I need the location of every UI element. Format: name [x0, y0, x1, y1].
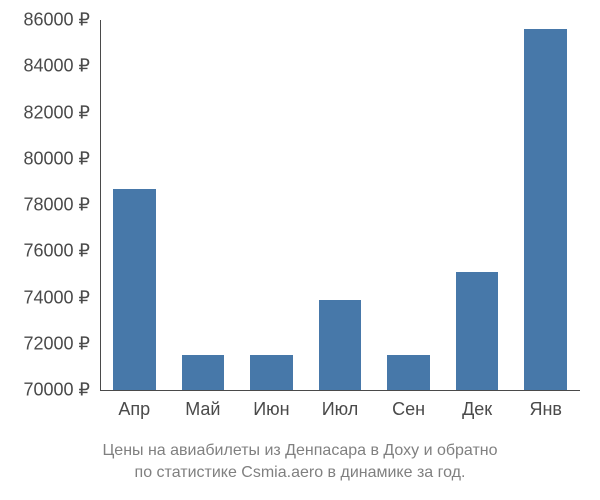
caption-line-2: по статистике Csmia.aero в динамике за г… [0, 462, 600, 484]
bar [524, 29, 567, 390]
caption-line-1: Цены на авиабилеты из Денпасара в Доху и… [0, 440, 600, 462]
x-tick-label: Июн [253, 399, 289, 420]
x-axis-line [100, 390, 580, 391]
x-tick-label: Дек [462, 399, 492, 420]
y-tick-label: 72000 ₽ [23, 333, 90, 354]
bar [182, 355, 225, 390]
y-tick-label: 86000 ₽ [23, 10, 90, 31]
x-tick-label: Янв [529, 399, 562, 420]
bar [456, 272, 499, 390]
y-tick-label: 84000 ₽ [23, 56, 90, 77]
y-tick-label: 80000 ₽ [23, 148, 90, 169]
x-tick-label: Апр [118, 399, 150, 420]
y-tick-label: 82000 ₽ [23, 102, 90, 123]
y-tick-label: 78000 ₽ [23, 195, 90, 216]
x-tick-label: Июл [322, 399, 359, 420]
bar [250, 355, 293, 390]
bar [113, 189, 156, 390]
y-tick-label: 70000 ₽ [23, 380, 90, 401]
plot-area [100, 20, 580, 390]
y-tick-label: 74000 ₽ [23, 287, 90, 308]
y-axis: 70000 ₽72000 ₽74000 ₽76000 ₽78000 ₽80000… [0, 20, 95, 390]
bar [387, 355, 430, 390]
price-chart: 70000 ₽ 72000 ₽ 74000 ₽ 76000 ₽ 78000 ₽ 80000… [0, 0, 600, 500]
chart-caption: Цены на авиабилеты из Денпасара в Доху и… [0, 440, 600, 485]
bar [319, 300, 362, 390]
x-tick-label: Сен [392, 399, 425, 420]
x-axis: Апр Май Июн Июл Сен Дек Янв [100, 395, 580, 425]
x-tick-label: Май [185, 399, 220, 420]
y-tick-label: 76000 ₽ [23, 241, 90, 262]
